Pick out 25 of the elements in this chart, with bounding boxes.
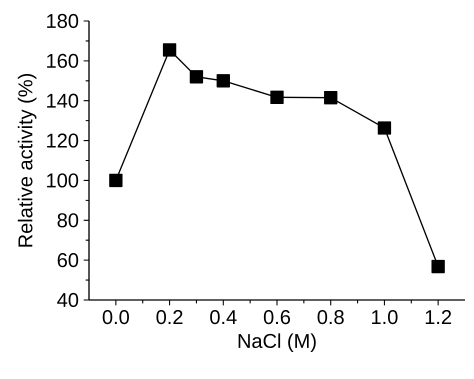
y-tick-label: 140 xyxy=(47,94,78,108)
point xyxy=(162,43,176,57)
y-tick-label: 40 xyxy=(57,292,78,308)
y-tick-label: 180 xyxy=(47,14,78,28)
point xyxy=(324,91,338,104)
x-tick-label: 1.0 xyxy=(372,310,398,324)
y-tick-label: 60 xyxy=(58,253,78,268)
x-axis-title: NaCl (M) xyxy=(238,333,316,352)
x-tick-label: 0.6 xyxy=(264,310,290,324)
point xyxy=(190,70,204,84)
x-tick-label: 0.4 xyxy=(210,310,237,324)
y-tick-label: 80 xyxy=(58,213,78,228)
point xyxy=(109,174,123,188)
y-tick-label: 100 xyxy=(47,173,78,188)
point xyxy=(216,74,230,88)
y-tick-label: 160 xyxy=(47,54,78,68)
y-axis-title: Relative activity (%) xyxy=(18,74,36,247)
point xyxy=(270,90,284,104)
x-tick-label: 1.2 xyxy=(426,310,452,324)
x-tick-label: 0.0 xyxy=(102,310,129,324)
x-tick-label: 0.8 xyxy=(318,310,344,324)
x-tick-label: 0.2 xyxy=(156,310,182,324)
point xyxy=(378,121,392,135)
point xyxy=(431,260,445,274)
y-tick-label: 120 xyxy=(47,133,78,148)
